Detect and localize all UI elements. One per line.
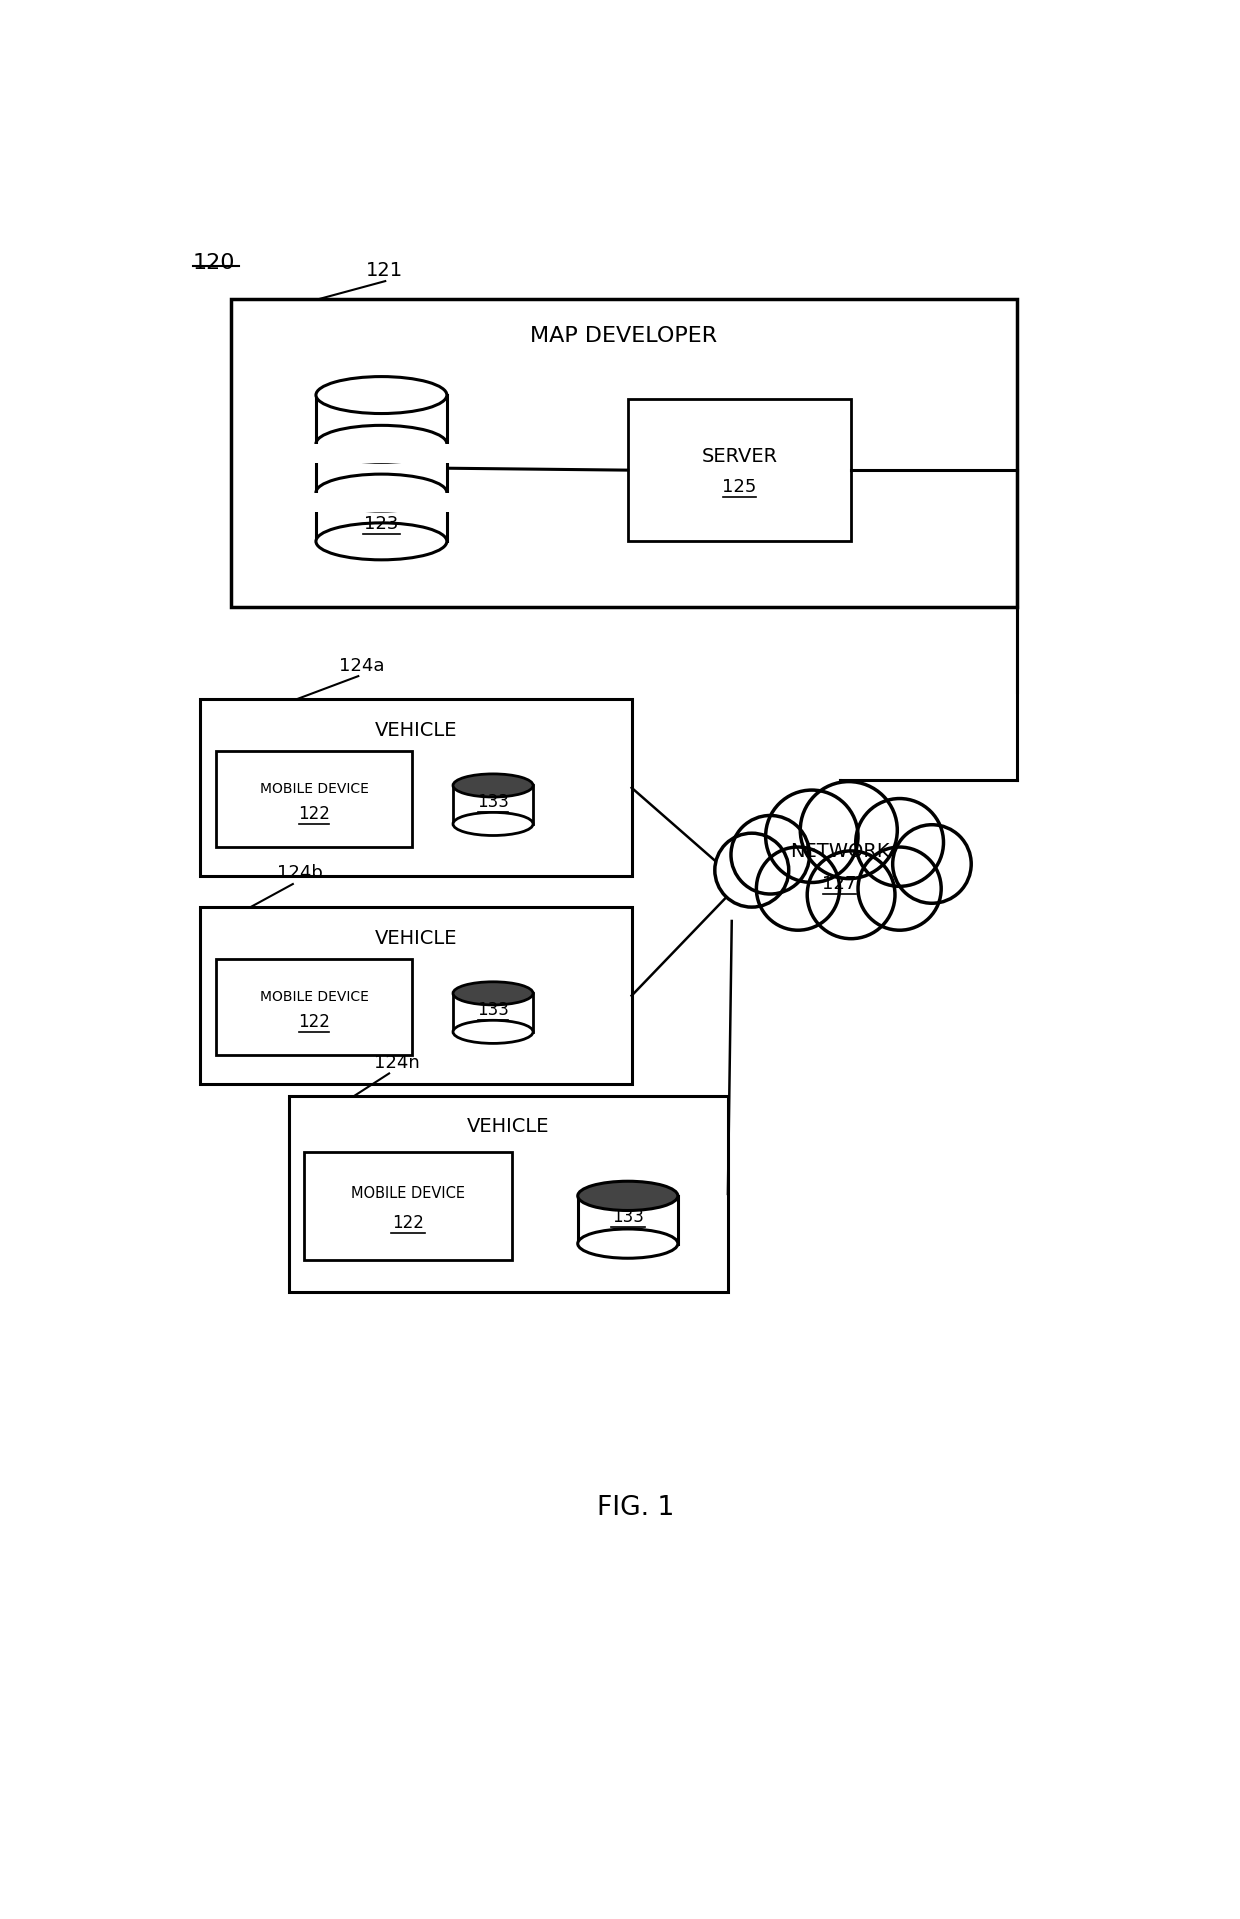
Ellipse shape — [453, 812, 533, 835]
Ellipse shape — [316, 376, 446, 413]
Text: 127: 127 — [822, 875, 857, 892]
Circle shape — [893, 825, 971, 904]
Text: 121: 121 — [366, 261, 403, 280]
Bar — [216, 960, 412, 1055]
Bar — [453, 785, 533, 823]
Bar — [231, 299, 1017, 606]
Circle shape — [732, 816, 810, 894]
Text: 120: 120 — [192, 253, 236, 272]
Bar — [289, 1096, 728, 1291]
Text: 124b: 124b — [278, 864, 324, 883]
Circle shape — [756, 846, 839, 931]
Circle shape — [858, 846, 941, 931]
Text: 122: 122 — [298, 1013, 330, 1031]
Text: VEHICLE: VEHICLE — [467, 1117, 549, 1136]
Bar — [201, 699, 631, 877]
Text: SERVER: SERVER — [702, 447, 777, 466]
Text: 133: 133 — [611, 1209, 644, 1226]
Bar — [201, 908, 631, 1084]
Circle shape — [765, 791, 858, 883]
Bar — [453, 994, 533, 1032]
Text: 133: 133 — [477, 1002, 508, 1019]
Text: 125: 125 — [722, 478, 756, 497]
Text: MOBILE DEVICE: MOBILE DEVICE — [259, 781, 368, 796]
Text: VEHICLE: VEHICLE — [374, 722, 458, 739]
Text: MOBILE DEVICE: MOBILE DEVICE — [259, 990, 368, 1004]
Text: FIG. 1: FIG. 1 — [596, 1495, 675, 1520]
Bar — [216, 750, 412, 846]
Text: VEHICLE: VEHICLE — [374, 929, 458, 948]
Text: MOBILE DEVICE: MOBILE DEVICE — [351, 1186, 465, 1201]
Bar — [316, 395, 446, 541]
Text: 122: 122 — [392, 1215, 424, 1232]
Circle shape — [807, 850, 895, 938]
Bar — [312, 443, 450, 462]
Ellipse shape — [316, 522, 446, 560]
Bar — [627, 399, 851, 541]
Bar — [304, 1151, 512, 1259]
Ellipse shape — [578, 1182, 678, 1211]
Ellipse shape — [453, 1021, 533, 1044]
Text: 124n: 124n — [373, 1054, 419, 1073]
Text: NETWORK: NETWORK — [790, 842, 889, 862]
Text: MAP DEVELOPER: MAP DEVELOPER — [531, 326, 718, 345]
Circle shape — [800, 781, 898, 879]
Ellipse shape — [453, 773, 533, 796]
Text: 133: 133 — [477, 793, 508, 812]
Circle shape — [714, 833, 789, 908]
Bar — [578, 1196, 678, 1244]
Text: 123: 123 — [365, 514, 398, 533]
Bar — [312, 493, 450, 512]
Text: 124a: 124a — [339, 656, 384, 675]
Ellipse shape — [578, 1228, 678, 1259]
Ellipse shape — [453, 983, 533, 1006]
Circle shape — [856, 798, 944, 887]
Text: 122: 122 — [298, 806, 330, 823]
